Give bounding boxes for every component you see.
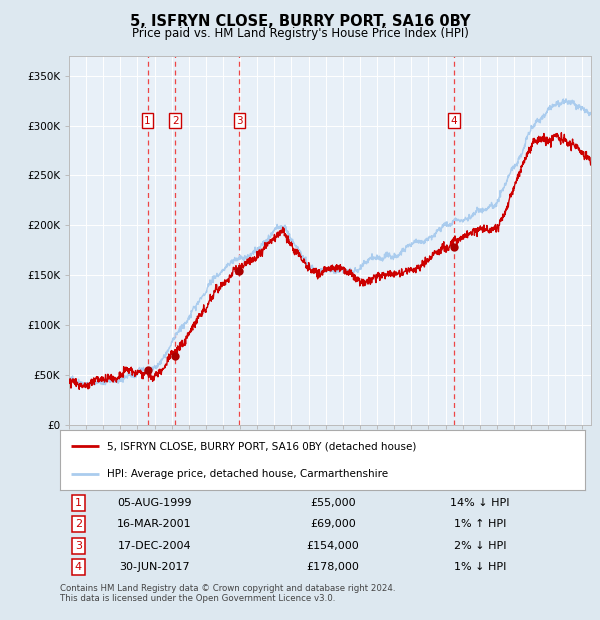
- Text: Price paid vs. HM Land Registry's House Price Index (HPI): Price paid vs. HM Land Registry's House …: [131, 27, 469, 40]
- Text: 3: 3: [75, 541, 82, 551]
- Text: 05-AUG-1999: 05-AUG-1999: [117, 498, 192, 508]
- Text: 2: 2: [75, 520, 82, 529]
- Text: £178,000: £178,000: [307, 562, 359, 572]
- Text: 5, ISFRYN CLOSE, BURRY PORT, SA16 0BY: 5, ISFRYN CLOSE, BURRY PORT, SA16 0BY: [130, 14, 470, 29]
- Text: 1: 1: [75, 498, 82, 508]
- Text: Contains HM Land Registry data © Crown copyright and database right 2024.
This d: Contains HM Land Registry data © Crown c…: [60, 584, 395, 603]
- Text: 2: 2: [172, 115, 179, 126]
- Text: 17-DEC-2004: 17-DEC-2004: [118, 541, 191, 551]
- Text: 30-JUN-2017: 30-JUN-2017: [119, 562, 190, 572]
- Text: 16-MAR-2001: 16-MAR-2001: [117, 520, 192, 529]
- Text: 2% ↓ HPI: 2% ↓ HPI: [454, 541, 506, 551]
- Text: £55,000: £55,000: [310, 498, 356, 508]
- Text: 4: 4: [451, 115, 457, 126]
- Text: 14% ↓ HPI: 14% ↓ HPI: [450, 498, 510, 508]
- Text: £69,000: £69,000: [310, 520, 356, 529]
- Text: £154,000: £154,000: [307, 541, 359, 551]
- Text: 5, ISFRYN CLOSE, BURRY PORT, SA16 0BY (detached house): 5, ISFRYN CLOSE, BURRY PORT, SA16 0BY (d…: [107, 441, 416, 451]
- Text: 1% ↑ HPI: 1% ↑ HPI: [454, 520, 506, 529]
- Text: 1% ↓ HPI: 1% ↓ HPI: [454, 562, 506, 572]
- Text: 4: 4: [75, 562, 82, 572]
- Text: HPI: Average price, detached house, Carmarthenshire: HPI: Average price, detached house, Carm…: [107, 469, 388, 479]
- Text: 1: 1: [144, 115, 151, 126]
- Text: 3: 3: [236, 115, 243, 126]
